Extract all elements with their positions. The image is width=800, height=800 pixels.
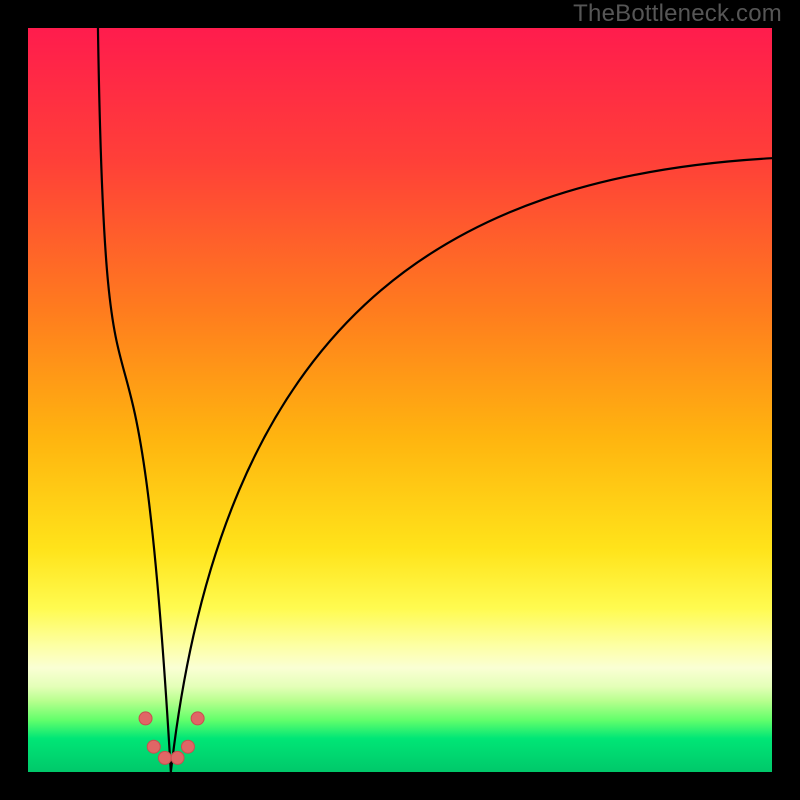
plot-area — [28, 28, 772, 772]
watermark-text: TheBottleneck.com — [573, 0, 782, 28]
marker-dot — [181, 740, 194, 753]
plot-svg — [28, 28, 772, 772]
marker-dot — [158, 751, 171, 764]
gradient-background — [28, 28, 772, 772]
marker-dot — [171, 751, 184, 764]
marker-dot — [191, 712, 204, 725]
marker-dot — [147, 740, 160, 753]
marker-dot — [139, 712, 152, 725]
figure-root: TheBottleneck.com — [0, 0, 800, 800]
